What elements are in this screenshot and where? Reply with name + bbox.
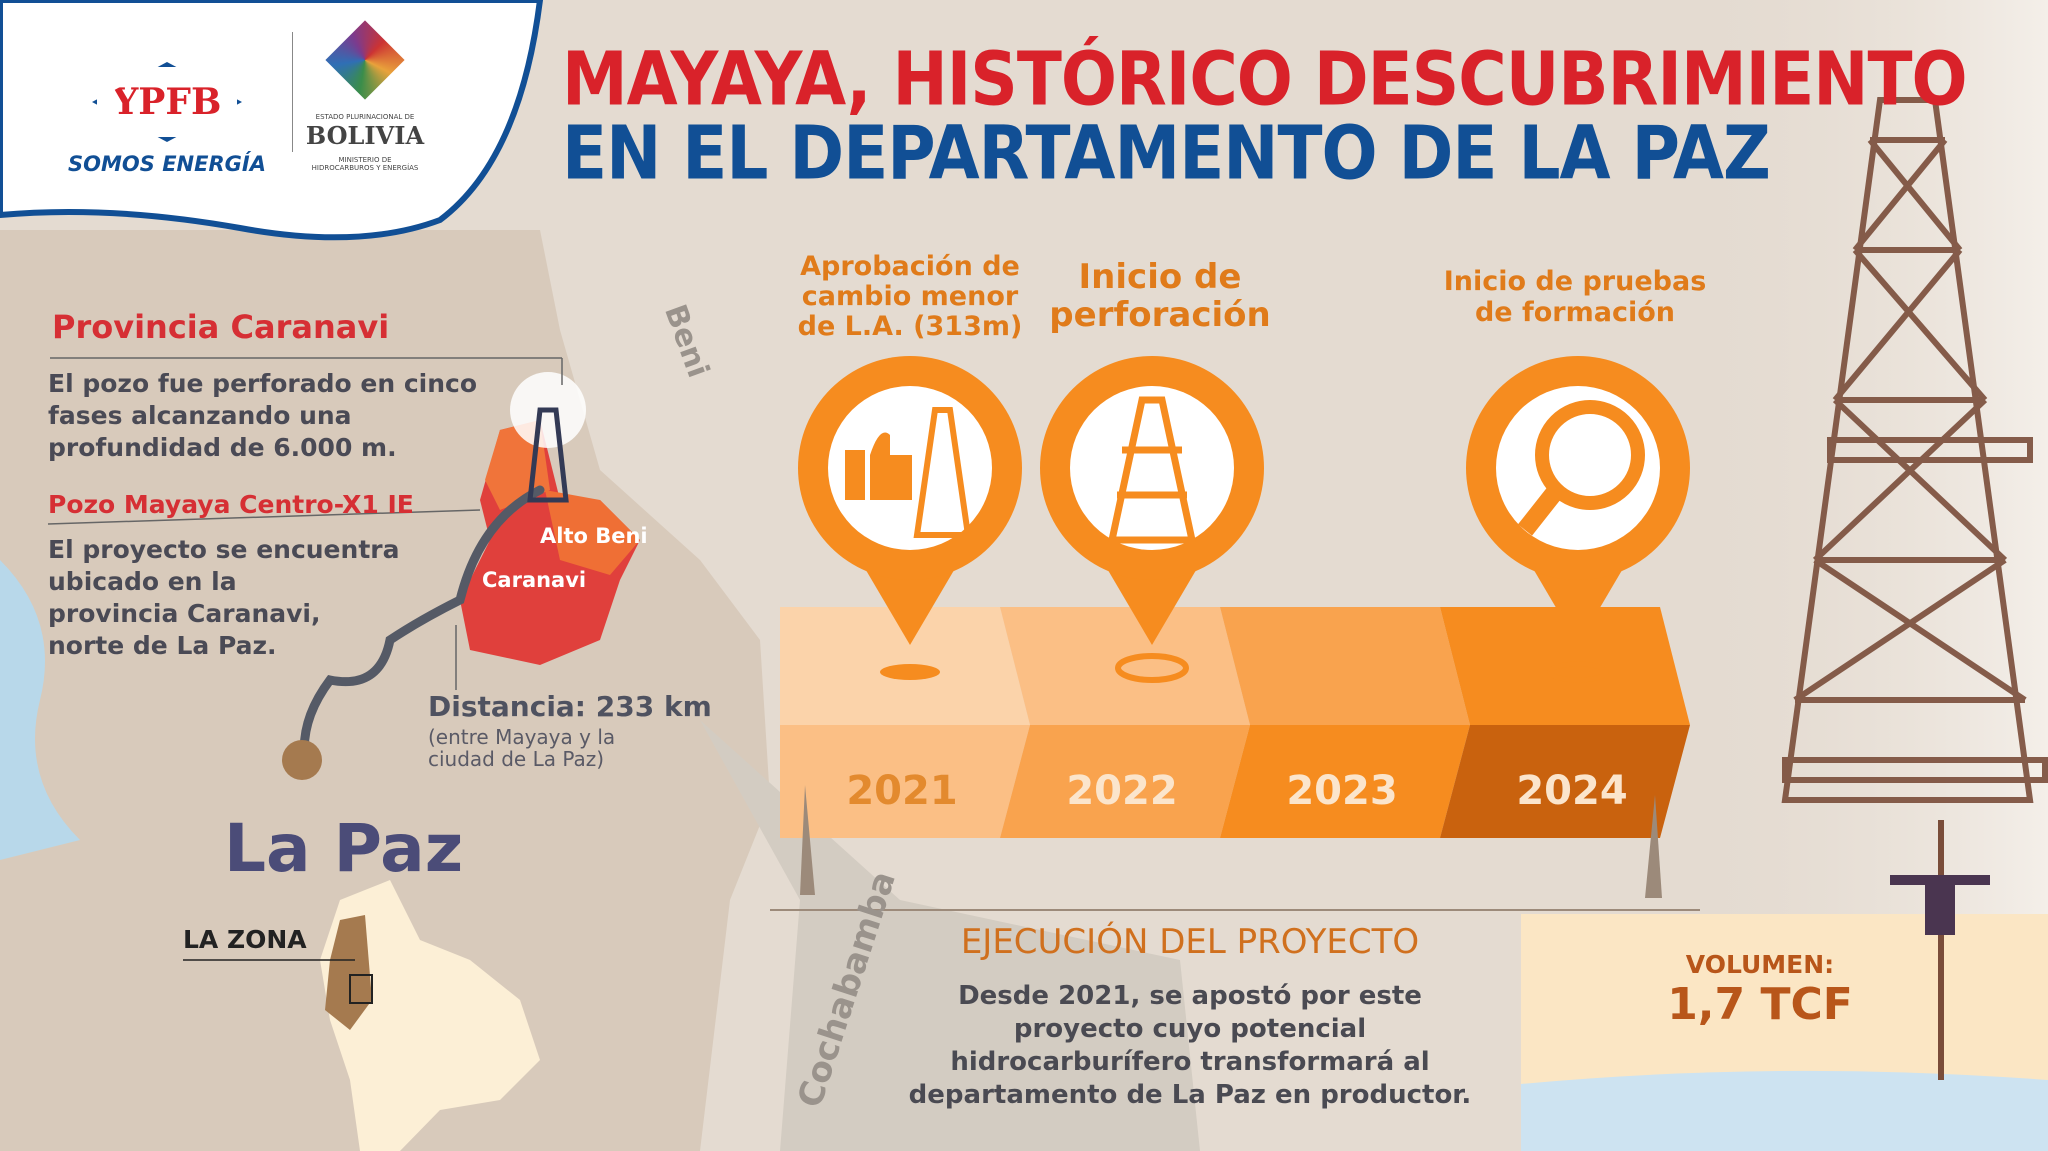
pin-2021: [798, 356, 1022, 680]
year-2024: 2024: [1516, 768, 1628, 814]
province-text: El pozo fue perforado en cinco fases alca…: [48, 369, 478, 462]
cochabamba-region: [700, 720, 1200, 1151]
year-2021: 2021: [846, 768, 958, 814]
milestone-label-2022: Inicio de perforación: [1049, 257, 1271, 335]
caranavi-label: Caranavi: [482, 568, 587, 592]
alto-beni-label: Alto Beni: [540, 524, 648, 548]
province-title: Provincia Caranavi: [52, 308, 390, 346]
execution-title: EJECUCIÓN DEL PROYECTO: [960, 922, 1420, 962]
volume-block: VOLUMEN: 1,7 TCF: [1640, 950, 1880, 1030]
well-text: El proyecto se encuentra ubicado en la pro…: [48, 535, 400, 660]
zone-label: LA ZONA: [183, 925, 307, 954]
year-segment-2024: [1440, 725, 1690, 838]
derrick-icon: [913, 407, 972, 538]
year-segment-2023: [1220, 725, 1470, 838]
volume-value: 1,7 TCF: [1667, 979, 1853, 1030]
la-paz-marker: [282, 740, 322, 780]
city-label: La Paz: [224, 810, 464, 887]
header-panel: [0, 0, 544, 241]
bolivia-mini-map: [320, 880, 540, 1151]
year-2022: 2022: [1066, 768, 1178, 814]
bolivia-logo: ESTADO PLURINACIONAL DE BOLIVIA MINISTER…: [300, 20, 430, 172]
year-segment-2022: [1000, 725, 1250, 838]
magnifier-icon: [1535, 400, 1645, 510]
distance: Distancia: 233 km: [428, 690, 712, 723]
year-2023: 2023: [1286, 768, 1398, 814]
bolivia-emblem-icon: [325, 20, 405, 100]
title-line-1: MAYAYA, HISTÓRICO DESCUBRIMIENTO: [562, 36, 1968, 123]
year-segment-2021: [780, 725, 1030, 838]
distance-note: (entre Mayaya y la ciudad de La Paz): [428, 725, 616, 771]
ypfb-slogan: SOMOS ENERGÍA: [68, 152, 266, 176]
execution-text: Desde 2021, se apostó por este proyecto c…: [908, 981, 1472, 1110]
route-line: [299, 485, 545, 765]
ypfb-logo: YPFB SOMOS ENERGÍA: [62, 62, 272, 176]
lake-titicaca: [0, 560, 80, 860]
pin-2024: [1466, 356, 1690, 683]
well-title: Pozo Mayaya Centro-X1 IE: [48, 490, 414, 519]
la-paz-region: [0, 230, 770, 1151]
oil-derrick-icon: [1107, 396, 1197, 544]
pin-2022: [1040, 356, 1264, 683]
milestone-label-2024: Inicio de pruebas de formación: [1443, 266, 1707, 328]
oil-derrick-illustration: [1781, 97, 2048, 803]
milestone-label-2021: Aprobación de cambio menor de L.A. (313m): [797, 251, 1023, 342]
title-line-2: EN EL DEPARTAMENTO DE LA PAZ: [562, 110, 1771, 197]
thumbs-up-icon: [845, 432, 912, 500]
volume-panel: [1521, 914, 2048, 1084]
